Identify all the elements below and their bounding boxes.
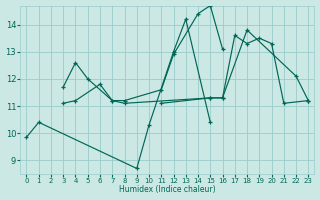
- X-axis label: Humidex (Indice chaleur): Humidex (Indice chaleur): [119, 185, 216, 194]
